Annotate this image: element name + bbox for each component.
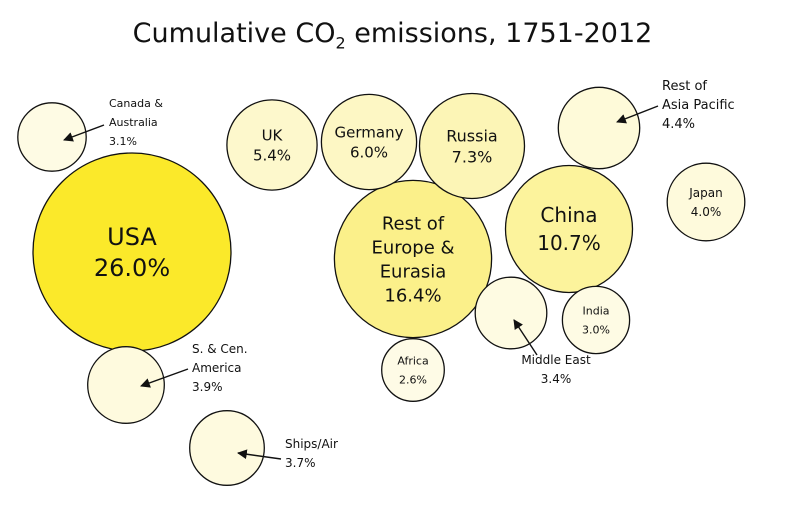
bubble-value-russia: 7.3%: [452, 147, 493, 166]
bubble-name-rest-of-europe-eurasia: Europe &: [371, 238, 454, 259]
bubble-rest-of-asia-pacific: Rest of Asia Pacific 4.4%: [557, 79, 735, 170]
bubble-label-china: China 10.7%: [537, 203, 601, 255]
bubble-name-s-cen-america: S. & Cen.: [192, 342, 248, 356]
bubble-label-canada-australia: Canada & Australia 3.1%: [109, 97, 163, 148]
bubble-name-rest-of-asia-pacific: Rest of: [662, 79, 707, 94]
bubble-name-uk: UK: [262, 126, 284, 144]
bubble-name-china: China: [540, 203, 597, 227]
bubble-label-germany: Germany 6.0%: [335, 123, 404, 161]
bubble-africa: Africa 2.6%: [381, 338, 445, 402]
bubble-circle-ships-air: [189, 410, 265, 486]
bubble-circle-middle-east: [474, 276, 548, 350]
bubble-china: China 10.7%: [504, 164, 634, 294]
bubble-label-middle-east: Middle East 3.4%: [521, 353, 591, 386]
bubble-value-japan: 4.0%: [691, 205, 722, 219]
bubble-uk: UK 5.4%: [226, 99, 318, 191]
bubble-label-uk: UK 5.4%: [253, 126, 291, 164]
bubble-name-india: India: [583, 305, 610, 318]
bubble-value-s-cen-america: 3.9%: [192, 380, 223, 394]
bubble-value-africa: 2.6%: [399, 374, 427, 387]
bubble-value-china: 10.7%: [537, 231, 601, 255]
bubble-name-usa: USA: [107, 223, 157, 251]
bubble-name-canada-australia: Canada &: [109, 97, 163, 110]
bubble-circle-africa: [381, 338, 445, 402]
bubble-value-middle-east: 3.4%: [541, 372, 572, 386]
arrow-rest-of-asia-pacific: [616, 105, 659, 124]
bubble-circle-russia: [418, 92, 526, 200]
bubble-circle-japan: [666, 162, 746, 242]
bubble-label-s-cen-america: S. & Cen. America 3.9%: [192, 342, 248, 394]
bubble-name-ships-air: Ships/Air: [285, 437, 338, 451]
bubble-name-russia: Russia: [446, 126, 497, 145]
bubble-name-rest-of-europe-eurasia: Eurasia: [380, 262, 447, 283]
bubble-usa: USA 26.0%: [32, 152, 232, 352]
bubble-name-middle-east: Middle East: [521, 353, 591, 367]
arrow-ships-air: [237, 449, 282, 460]
bubble-label-ships-air: Ships/Air 3.7%: [285, 437, 338, 470]
bubble-name-rest-of-asia-pacific: Asia Pacific: [662, 98, 735, 113]
bubble-germany: Germany 6.0%: [320, 93, 418, 191]
bubble-value-ships-air: 3.7%: [285, 456, 316, 470]
bubble-circle-rest-of-asia-pacific: [557, 86, 641, 170]
bubble-russia: Russia 7.3%: [418, 92, 526, 200]
bubble-japan: Japan 4.0%: [666, 162, 746, 242]
arrow-s-cen-america: [140, 368, 189, 388]
bubble-circle-germany: [320, 93, 418, 191]
bubble-value-canada-australia: 3.1%: [109, 135, 137, 148]
bubble-value-usa: 26.0%: [94, 254, 170, 282]
bubble-value-rest-of-asia-pacific: 4.4%: [662, 117, 695, 132]
bubble-canada-australia: Canada & Australia 3.1%: [17, 97, 163, 172]
arrow-canada-australia: [63, 124, 105, 142]
bubble-circle-india: [561, 285, 631, 355]
bubble-label-russia: Russia 7.3%: [446, 126, 497, 166]
bubble-value-germany: 6.0%: [350, 143, 388, 161]
bubble-circle-s-cen-america: [87, 346, 165, 424]
bubble-label-rest-of-asia-pacific: Rest of Asia Pacific 4.4%: [662, 79, 735, 132]
bubble-name-rest-of-europe-eurasia: Rest of: [382, 214, 445, 235]
bubble-label-india: India 3.0%: [582, 305, 610, 337]
bubble-circle-uk: [226, 99, 318, 191]
bubble-name-africa: Africa: [397, 355, 428, 368]
bubble-name-japan: Japan: [688, 186, 722, 200]
bubble-circle-rest-of-europe-eurasia: [333, 179, 493, 339]
bubble-circle-china: [504, 164, 634, 294]
bubble-name-canada-australia: Australia: [109, 116, 158, 129]
bubble-label-usa: USA 26.0%: [94, 223, 170, 282]
bubble-label-japan: Japan 4.0%: [688, 186, 722, 219]
bubble-name-s-cen-america: America: [192, 361, 242, 375]
bubble-middle-east: Middle East 3.4%: [474, 276, 591, 386]
bubble-label-africa: Africa 2.6%: [397, 355, 428, 387]
bubble-circle-canada-australia: [17, 102, 87, 172]
bubble-india: India 3.0%: [561, 285, 631, 355]
bubble-ships-air: Ships/Air 3.7%: [189, 410, 338, 486]
bubble-value-india: 3.0%: [582, 324, 610, 337]
bubble-label-rest-of-europe-eurasia: Rest of Europe & Eurasia 16.4%: [371, 214, 454, 307]
bubble-rest-of-europe-eurasia: Rest of Europe & Eurasia 16.4%: [333, 179, 493, 339]
bubble-value-uk: 5.4%: [253, 146, 291, 164]
bubble-value-rest-of-europe-eurasia: 16.4%: [384, 286, 441, 307]
bubble-circle-usa: [32, 152, 232, 352]
bubble-s-cen-america: S. & Cen. America 3.9%: [87, 342, 248, 424]
bubble-name-germany: Germany: [335, 123, 404, 141]
chart-title: Cumulative CO2 emissions, 1751-2012: [132, 18, 653, 53]
arrow-middle-east: [513, 319, 538, 356]
